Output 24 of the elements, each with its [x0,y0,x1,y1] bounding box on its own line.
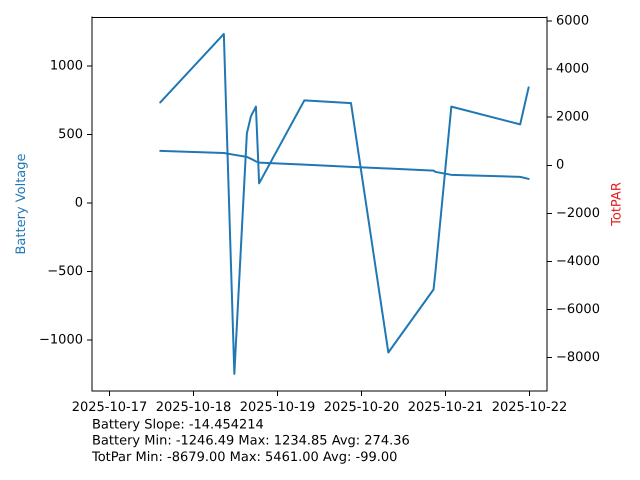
x-tick-label: 2025-10-17 [72,400,148,416]
y2-axis-title: TotPAR [609,182,624,227]
y2-tick-label: 0 [556,158,564,173]
text: Battery Slope: -14.454214 [92,417,264,432]
y2-tick-label: −6000 [556,302,600,317]
x-tick-label: 2025-10-22 [492,400,568,416]
text: TotPar Min: -8679.00 Max: 5461.00 Avg: -99.00 [91,450,398,465]
y2-tick-label: 2000 [556,110,590,125]
y-tick-label: 1000 [50,58,83,74]
text: Battery Min: -1246.49 Max: 1234.85 Avg: 274.36 [92,434,410,449]
x-tick-label: 2025-10-19 [240,400,316,416]
y-tick-label: −500 [47,264,83,280]
y-tick-label: −1000 [39,332,83,348]
y-axis-title: Battery Voltage [14,153,30,255]
y2-tick-label: 4000 [556,62,590,77]
x-tick-label: 2025-10-18 [156,400,232,416]
y2-tick-label: −4000 [556,254,600,269]
y2-tick-label: −8000 [556,350,600,366]
y2-tick-label: −2000 [556,206,600,221]
y-tick-label: 0 [74,196,83,211]
y-tick-label: 500 [58,127,83,142]
y2-tick-label: 6000 [556,13,590,28]
x-tick-label: 2025-10-20 [324,400,400,416]
x-tick-label: 2025-10-21 [408,400,484,416]
